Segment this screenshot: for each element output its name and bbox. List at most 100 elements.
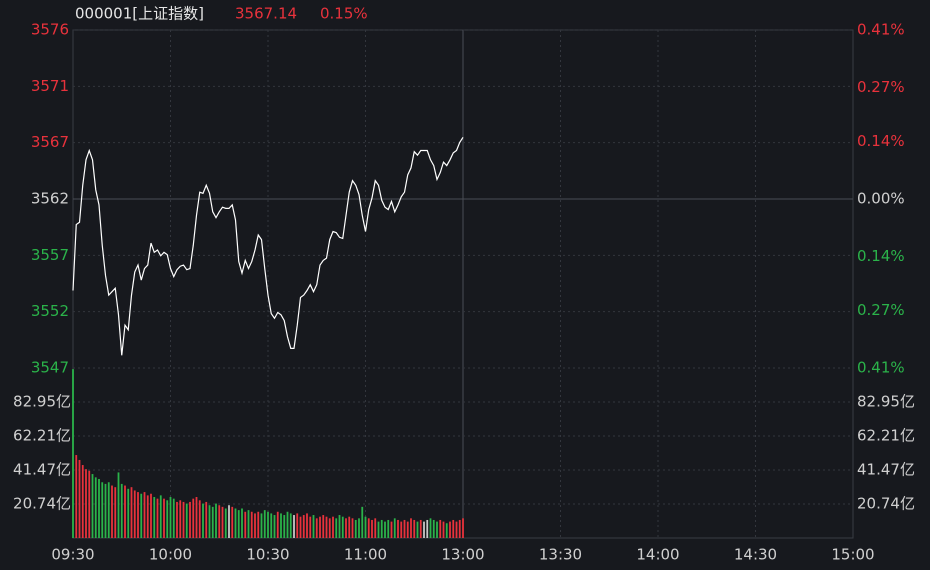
volume-bar: [153, 497, 156, 538]
volume-bar: [429, 518, 432, 538]
volume-bar: [88, 470, 91, 538]
volume-bar: [332, 516, 334, 538]
volume-bar: [179, 500, 182, 538]
volume-bar: [140, 493, 143, 538]
y2-tick-label: 0.41%: [857, 21, 905, 39]
volume-bar: [263, 510, 266, 538]
volume-tick-label: 20.74亿: [13, 494, 71, 512]
x-tick-label: 10:30: [246, 546, 289, 564]
volume-bar: [377, 521, 380, 538]
x-tick-label: 09:30: [51, 546, 94, 564]
x-tick-label: 10:00: [149, 546, 192, 564]
volume-bar: [319, 516, 321, 538]
y-tick-label: 3571: [31, 77, 69, 95]
volume-bar: [367, 518, 370, 538]
y-tick-label: 3547: [31, 359, 69, 377]
volume-bar: [192, 498, 195, 538]
volume-bar: [419, 519, 422, 538]
volume-bar: [185, 503, 188, 538]
volume-bar: [169, 497, 172, 538]
volume-bar: [221, 506, 224, 538]
volume-bar: [237, 510, 240, 538]
x-tick-label: 11:00: [344, 546, 387, 564]
volume-bar: [228, 505, 230, 538]
volume-bar: [247, 510, 250, 538]
volume-bar: [387, 519, 390, 538]
volume-bar: [371, 519, 373, 538]
volume-bar: [325, 516, 328, 538]
volume-bar: [345, 518, 347, 538]
y2-tick-label: 0.14%: [857, 247, 905, 265]
volume-bar: [218, 505, 221, 538]
volume-bar: [133, 490, 136, 538]
volume-bar: [452, 519, 455, 538]
volume-bar: [189, 501, 191, 538]
volume-bar: [231, 506, 234, 538]
volume-bar: [364, 516, 367, 538]
x-tick-label: 14:00: [636, 546, 679, 564]
y2-tick-label: 0.41%: [857, 359, 905, 377]
volume-bar: [260, 513, 263, 538]
volume-bar: [91, 474, 94, 538]
volume-bar: [328, 518, 331, 538]
volume-bar: [374, 518, 377, 538]
y2-tick-label: 0.27%: [857, 301, 905, 319]
volume-bar: [384, 521, 386, 538]
volume-bar: [159, 495, 162, 538]
y2-tick-label: 0.27%: [857, 78, 905, 96]
volume-bar: [137, 492, 139, 538]
y2-tick-label: 0.00%: [857, 190, 905, 208]
volume-bar: [224, 508, 227, 538]
volume-bar: [250, 511, 253, 538]
volume-bar: [150, 493, 152, 538]
volume-bar: [146, 495, 149, 538]
volume-bar: [406, 521, 409, 538]
volume-bar: [351, 518, 354, 538]
volume-bar: [426, 519, 429, 538]
volume-bar: [393, 518, 396, 538]
change-pct: 0.15%: [320, 5, 368, 23]
volume-bar: [458, 519, 461, 538]
volume-bar: [215, 503, 217, 538]
volume-bar: [208, 505, 211, 538]
volume-tick-label: 62.21亿: [13, 427, 71, 445]
volume-bar: [309, 516, 312, 538]
volume-bar: [117, 472, 120, 538]
x-tick-label: 15:00: [831, 546, 874, 564]
volume-bar: [78, 459, 81, 538]
volume-bar: [315, 518, 318, 538]
volume-bar: [322, 515, 325, 538]
volume-bar: [98, 478, 100, 538]
volume-bar: [163, 498, 165, 538]
volume-bar: [354, 519, 357, 538]
volume-bar: [302, 515, 305, 538]
volume-bar: [182, 501, 185, 538]
volume-bar: [462, 518, 464, 538]
volume-bar: [293, 515, 295, 538]
volume-bar: [361, 506, 364, 538]
volume-bar: [75, 455, 78, 538]
y-tick-label: 3562: [31, 190, 69, 208]
volume-bar: [202, 503, 204, 538]
price-line: [72, 137, 464, 356]
volume-tick-label: 62.21亿: [857, 427, 915, 445]
volume-bar: [341, 516, 344, 538]
volume-bar: [410, 518, 412, 538]
volume-bar: [445, 523, 448, 538]
x-tick-label: 13:30: [539, 546, 582, 564]
volume-bar: [172, 498, 175, 538]
volume-bar: [156, 498, 159, 538]
y2-tick-label: 0.14%: [857, 132, 905, 150]
volume-bar: [72, 369, 74, 538]
volume-bar: [436, 521, 438, 538]
volume-bar: [85, 469, 87, 538]
volume-bar: [289, 513, 292, 538]
volume-bar: [273, 515, 276, 538]
volume-bar: [296, 513, 299, 538]
y-tick-label: 3567: [31, 133, 69, 151]
volume-bar: [241, 508, 243, 538]
y-tick-label: 3557: [31, 246, 69, 264]
volume-bar: [358, 518, 360, 538]
volume-bar: [81, 465, 84, 538]
